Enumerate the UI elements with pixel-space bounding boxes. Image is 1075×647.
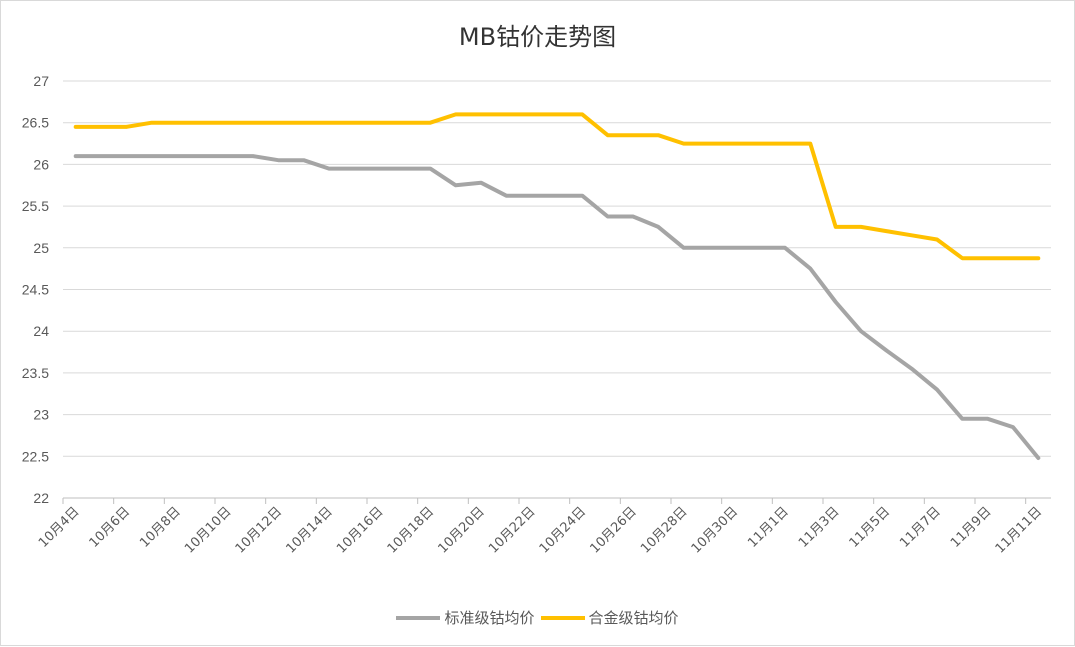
x-tick-label: 11月1日 (745, 504, 792, 551)
x-tick-label: 11月11日 (993, 504, 1045, 556)
chart-title: MB钴价走势图 (458, 23, 617, 51)
legend-swatch-alloy (540, 615, 585, 620)
y-tick-label: 22 (33, 490, 49, 506)
legend-label: 标准级钴均价 (444, 609, 535, 627)
y-tick-label: 23.5 (22, 365, 49, 381)
x-tick-label: 11月3日 (796, 504, 843, 551)
x-tick-label: 10月6日 (87, 504, 134, 551)
x-tick-label: 10月12日 (233, 504, 285, 556)
y-tick-label: 25.5 (22, 198, 49, 214)
x-tick-label: 11月7日 (897, 504, 944, 551)
legend-label: 合金级钴均价 (588, 609, 679, 627)
x-tick-label: 10月10日 (182, 504, 234, 556)
legend: 标准级钴均价 合金级钴均价 (1, 607, 1074, 628)
legend-item: 标准级钴均价 (396, 607, 535, 628)
legend-swatch-standard (396, 615, 441, 620)
series-line-1 (73, 112, 1041, 261)
x-tick-label: 10月20日 (435, 504, 487, 556)
y-tick-label: 23 (33, 407, 49, 423)
x-tick-label: 11月5日 (847, 504, 894, 551)
x-tick-label: 11月9日 (948, 504, 995, 551)
x-tick-label: 10月8日 (137, 504, 184, 551)
y-tick-label: 24 (33, 323, 49, 339)
x-tick-label: 10月30日 (689, 504, 741, 556)
x-tick-label: 10月28日 (638, 504, 690, 556)
legend-item: 合金级钴均价 (540, 607, 679, 628)
x-tick-label: 10月24日 (537, 504, 589, 556)
series-line-0 (73, 154, 1041, 460)
y-tick-label: 24.5 (22, 282, 49, 298)
x-tick-label: 10月18日 (385, 504, 437, 556)
x-tick-label: 10月22日 (486, 504, 538, 556)
x-tick-label: 10月26日 (587, 504, 639, 556)
y-tick-label: 22.5 (22, 448, 49, 464)
y-tick-label: 26.5 (22, 115, 49, 131)
y-tick-label: 25 (33, 240, 49, 256)
x-tick-label: 10月14日 (283, 504, 335, 556)
x-tick-label: 10月4日 (36, 504, 83, 551)
y-tick-label: 26 (33, 156, 49, 172)
x-tick-label: 10月16日 (334, 504, 386, 556)
y-tick-label: 27 (33, 73, 49, 89)
